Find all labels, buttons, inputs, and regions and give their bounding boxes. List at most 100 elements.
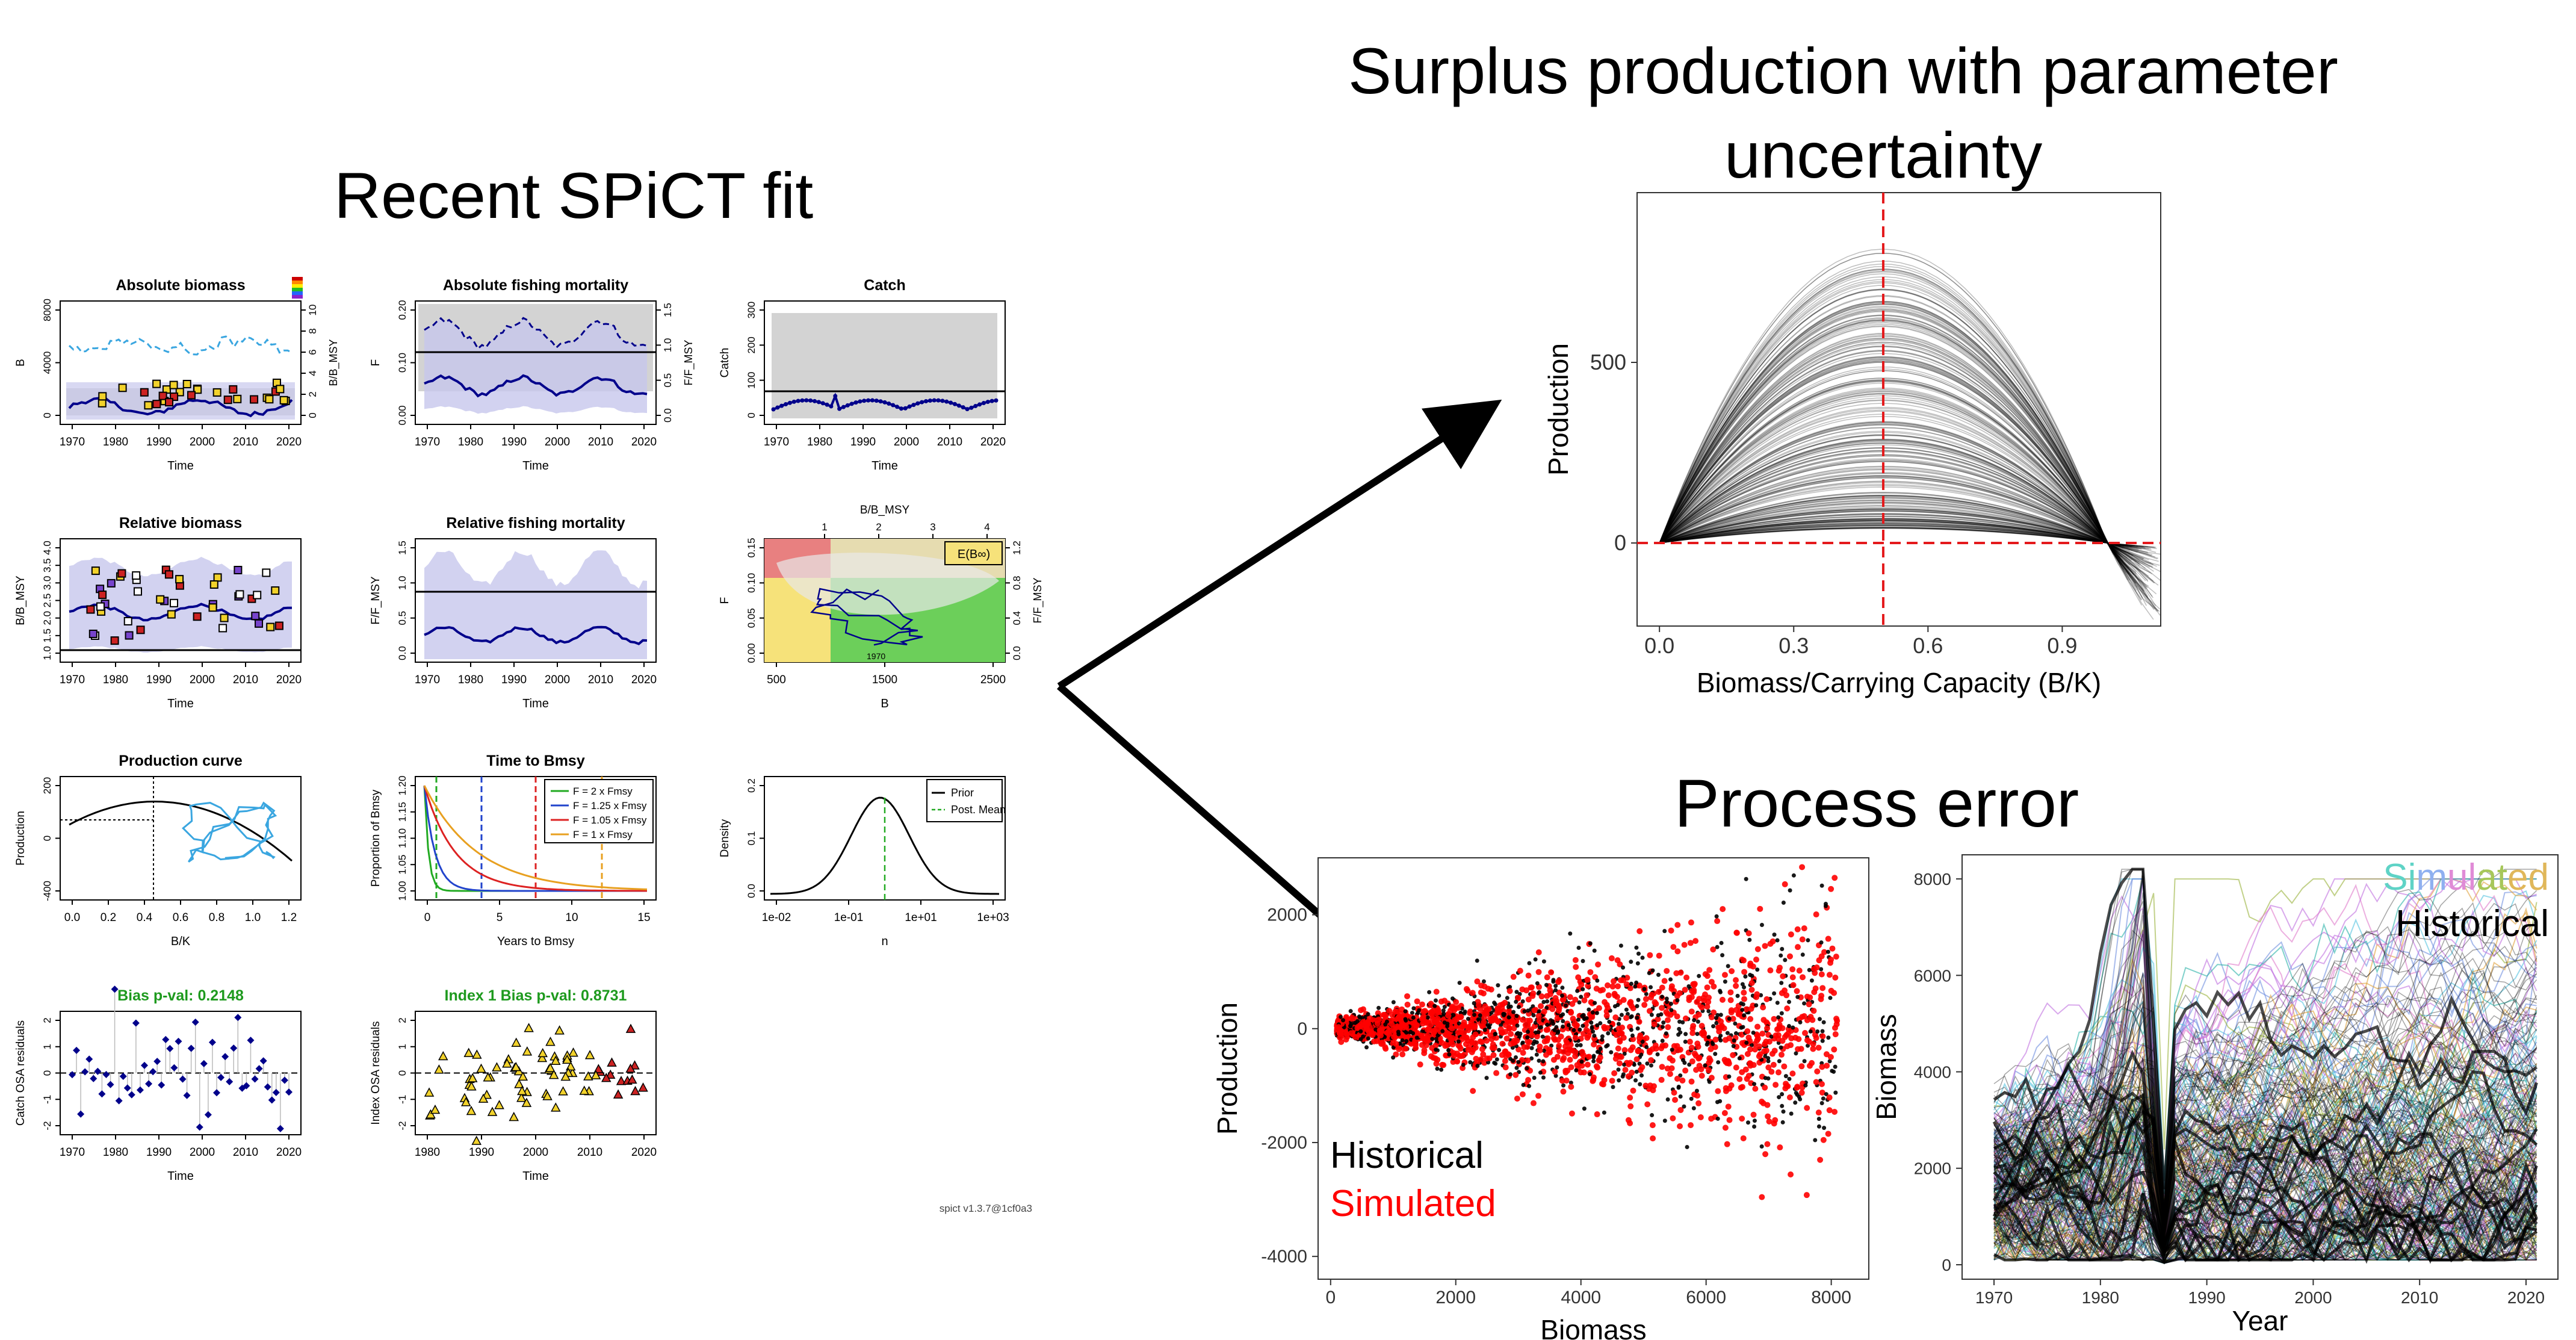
historical-biomass-line bbox=[1993, 973, 2537, 1213]
historical-point bbox=[1660, 994, 1665, 999]
historical-biomass-line bbox=[1993, 981, 2537, 1182]
historical-point bbox=[1545, 1022, 1550, 1027]
residual-point bbox=[85, 1055, 93, 1063]
x-tick-label: 1970 bbox=[415, 674, 440, 686]
historical-biomass-line bbox=[1993, 1084, 2537, 1262]
catch-point bbox=[862, 399, 867, 403]
historical-point bbox=[1828, 996, 1833, 1000]
production-curve bbox=[1659, 421, 2151, 574]
simulated-point bbox=[1670, 944, 1677, 951]
simulated-point bbox=[1677, 1123, 1683, 1129]
production-curve bbox=[1659, 480, 2149, 560]
production-curve bbox=[1659, 458, 2126, 553]
historical-point bbox=[1561, 1019, 1565, 1023]
historical-point bbox=[1352, 1020, 1357, 1025]
index-point bbox=[118, 383, 127, 392]
historical-point bbox=[1396, 1029, 1401, 1034]
production-curve bbox=[1659, 289, 2098, 544]
simulated-point bbox=[1482, 1003, 1488, 1010]
legend-label: F = 2 x Fmsy bbox=[573, 786, 633, 797]
production-curve bbox=[1659, 296, 2117, 556]
simulated-point bbox=[1469, 990, 1476, 996]
historical-point bbox=[1635, 1003, 1639, 1008]
x-tick-label: 0.6 bbox=[1913, 633, 1943, 658]
production-curve bbox=[1659, 450, 2153, 567]
historical-point bbox=[1529, 1046, 1534, 1050]
simulated-point bbox=[1396, 1046, 1402, 1052]
historical-point bbox=[1669, 1008, 1674, 1013]
historical-biomass-line bbox=[1993, 958, 2537, 1212]
y-axis-label: Production bbox=[14, 811, 27, 866]
historical-point bbox=[1435, 1033, 1440, 1038]
simulated-point bbox=[1832, 974, 1839, 981]
historical-point bbox=[1537, 1025, 1542, 1030]
historical-point bbox=[1727, 1074, 1732, 1079]
y-tick-label: 1.00 bbox=[397, 881, 408, 901]
historical-biomass-line bbox=[1993, 1063, 2537, 1211]
historical-point bbox=[1766, 1056, 1771, 1061]
x-tick-label: 2010 bbox=[233, 1146, 258, 1159]
historical-point bbox=[1384, 1019, 1389, 1024]
simulated-point bbox=[1705, 999, 1712, 1005]
production-curve bbox=[1659, 476, 2117, 548]
historical-point bbox=[1376, 1005, 1381, 1010]
y-tick-label: 0 bbox=[1942, 1256, 1951, 1274]
production-curve bbox=[1659, 506, 2121, 547]
production-curve bbox=[1659, 527, 2156, 548]
biomass-timeseries-chart: 1970 1980 1990 2000 2010 20200200040006000800… bbox=[1871, 854, 2559, 1336]
historical-point bbox=[1404, 1030, 1409, 1035]
production-curve bbox=[1659, 495, 2098, 544]
index-point bbox=[156, 595, 165, 604]
production-curve bbox=[1659, 497, 2132, 551]
residual-point bbox=[522, 1046, 533, 1056]
historical-biomass-line bbox=[1993, 875, 2537, 1223]
historical-point bbox=[1741, 1002, 1745, 1007]
index-point bbox=[98, 591, 107, 600]
historical-point bbox=[1755, 967, 1760, 972]
historical-point bbox=[1357, 1014, 1361, 1019]
simulated-point bbox=[1698, 1073, 1705, 1079]
x-tick-label: 10 bbox=[565, 911, 578, 924]
historical-point bbox=[1566, 1023, 1571, 1028]
panel-title: Relative fishing mortality bbox=[446, 515, 625, 532]
index-point bbox=[251, 612, 260, 621]
residual-point bbox=[521, 1097, 532, 1107]
index-point bbox=[167, 610, 176, 619]
observed-trajectory bbox=[181, 801, 277, 863]
simulated-point bbox=[1479, 1038, 1485, 1045]
simulated-point bbox=[1723, 1085, 1729, 1091]
historical-point bbox=[1446, 1048, 1451, 1053]
simulated-point bbox=[1396, 1014, 1402, 1021]
production-curve bbox=[1659, 447, 2114, 548]
simulated-biomass-line bbox=[1993, 984, 2537, 1261]
x-tick-label: 1980 bbox=[103, 436, 128, 448]
historical-point bbox=[1802, 1001, 1807, 1006]
production-curve bbox=[1659, 302, 2158, 612]
simulated-point bbox=[1393, 1051, 1399, 1058]
y-tick-label: 1.20 bbox=[397, 775, 408, 795]
simulated-point bbox=[1376, 1027, 1383, 1034]
production-curve bbox=[1659, 461, 2153, 568]
simulated-point bbox=[1547, 1049, 1553, 1056]
index-point bbox=[152, 379, 161, 388]
historical-biomass-line bbox=[1993, 1121, 2537, 1258]
simulated-point bbox=[1418, 1032, 1425, 1039]
simulated-point bbox=[1744, 1050, 1751, 1057]
simulated-point bbox=[1538, 993, 1545, 1000]
simulated-point bbox=[1656, 952, 1662, 959]
production-curve bbox=[1659, 414, 2128, 559]
simulated-point bbox=[1675, 1047, 1682, 1053]
index-point bbox=[169, 380, 178, 389]
simulated-point bbox=[1750, 1111, 1757, 1118]
simulated-point bbox=[1423, 1042, 1429, 1049]
simulated-point bbox=[1521, 1044, 1528, 1050]
simulated-point bbox=[1688, 1122, 1694, 1129]
simulated-point bbox=[1708, 979, 1715, 985]
production-curve bbox=[1659, 270, 2142, 601]
simulated-point bbox=[1679, 1077, 1686, 1084]
historical-point bbox=[1642, 987, 1647, 991]
catch-point bbox=[771, 407, 776, 412]
historical-biomass-line bbox=[1993, 1107, 2537, 1259]
historical-point bbox=[1430, 1037, 1435, 1041]
historical-biomass-line bbox=[1993, 1105, 2537, 1245]
